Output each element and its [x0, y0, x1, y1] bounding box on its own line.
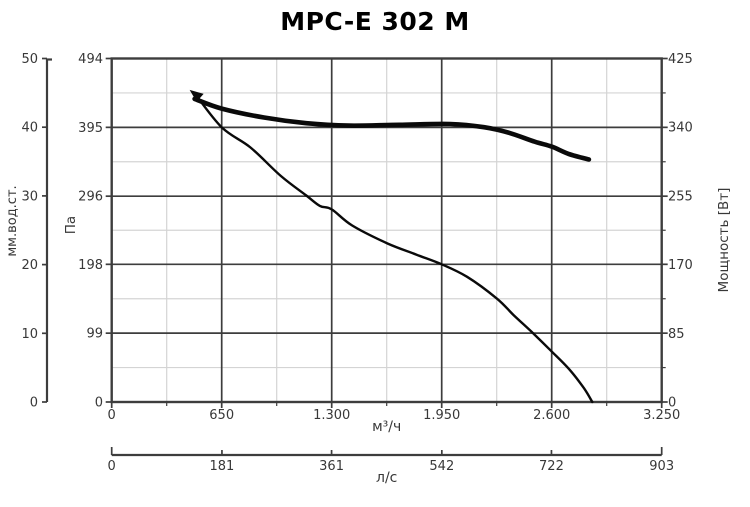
svg-text:494: 494 [78, 52, 103, 67]
svg-text:0: 0 [95, 396, 103, 411]
svg-text:10: 10 [21, 327, 38, 342]
svg-text:340: 340 [668, 121, 693, 136]
pressure-curve [193, 92, 594, 404]
svg-text:Па: Па [63, 216, 79, 234]
axis-tick-labels: 0 99 198 296 395 494 0 85 170 255 340 425 0 650 1.300 1… [78, 52, 693, 435]
svg-text:0: 0 [30, 396, 38, 411]
y-axis-mm-water: 0 10 20 30 40 50 [21, 52, 52, 411]
svg-text:0: 0 [108, 459, 116, 474]
power-curve [192, 96, 592, 162]
svg-text:181: 181 [210, 459, 235, 474]
svg-text:20: 20 [21, 258, 38, 273]
svg-text:Мощность [Вт]: Мощность [Вт] [716, 188, 732, 293]
chart-title: MPC-E 302 M [280, 7, 470, 36]
curve-start-marker [189, 89, 204, 102]
svg-text:1.300: 1.300 [313, 408, 350, 423]
svg-text:30: 30 [21, 189, 38, 204]
svg-text:2.600: 2.600 [533, 408, 570, 423]
svg-text:0: 0 [668, 396, 676, 411]
svg-text:40: 40 [21, 121, 38, 136]
svg-text:м³/ч: м³/ч [372, 419, 401, 435]
svg-text:722: 722 [539, 459, 564, 474]
svg-text:903: 903 [649, 459, 674, 474]
svg-text:425: 425 [668, 52, 693, 67]
svg-text:мм.вод.ст.: мм.вод.ст. [5, 185, 20, 256]
svg-text:361: 361 [319, 459, 344, 474]
svg-text:3.250: 3.250 [643, 408, 680, 423]
x-axis-liters-per-second: 0 181 361 542 722 903 л/с [108, 447, 674, 486]
axis-ticks [105, 57, 668, 408]
gridlines-major [111, 58, 662, 402]
svg-text:395: 395 [78, 121, 103, 136]
svg-text:198: 198 [78, 258, 103, 273]
svg-text:255: 255 [668, 189, 693, 204]
svg-text:296: 296 [78, 190, 103, 205]
svg-text:0: 0 [108, 408, 116, 423]
svg-text:л/с: л/с [376, 470, 397, 486]
gridlines-minor [111, 58, 662, 402]
axis-unit-labels: мм.вод.ст. Па Мощность [Вт] [5, 185, 732, 292]
svg-text:1.950: 1.950 [423, 408, 460, 423]
svg-text:650: 650 [209, 408, 234, 423]
svg-text:542: 542 [429, 459, 454, 474]
svg-text:99: 99 [86, 327, 103, 342]
svg-text:50: 50 [21, 52, 38, 67]
svg-text:170: 170 [668, 258, 693, 273]
svg-text:85: 85 [668, 327, 685, 342]
